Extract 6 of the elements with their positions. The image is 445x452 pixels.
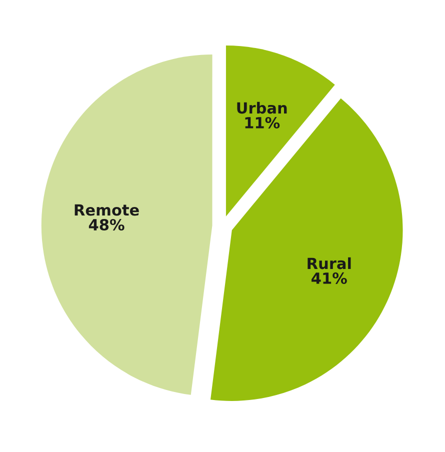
slice-label: Rural xyxy=(308,257,351,270)
slice-label: Urban xyxy=(237,102,287,114)
slice-label: Remote xyxy=(74,204,139,216)
data-label: 41% xyxy=(312,272,347,284)
data-label: 48% xyxy=(88,218,124,231)
data-label: 11% xyxy=(245,116,280,128)
